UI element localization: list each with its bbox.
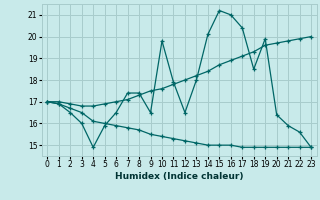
X-axis label: Humidex (Indice chaleur): Humidex (Indice chaleur) [115,172,244,181]
